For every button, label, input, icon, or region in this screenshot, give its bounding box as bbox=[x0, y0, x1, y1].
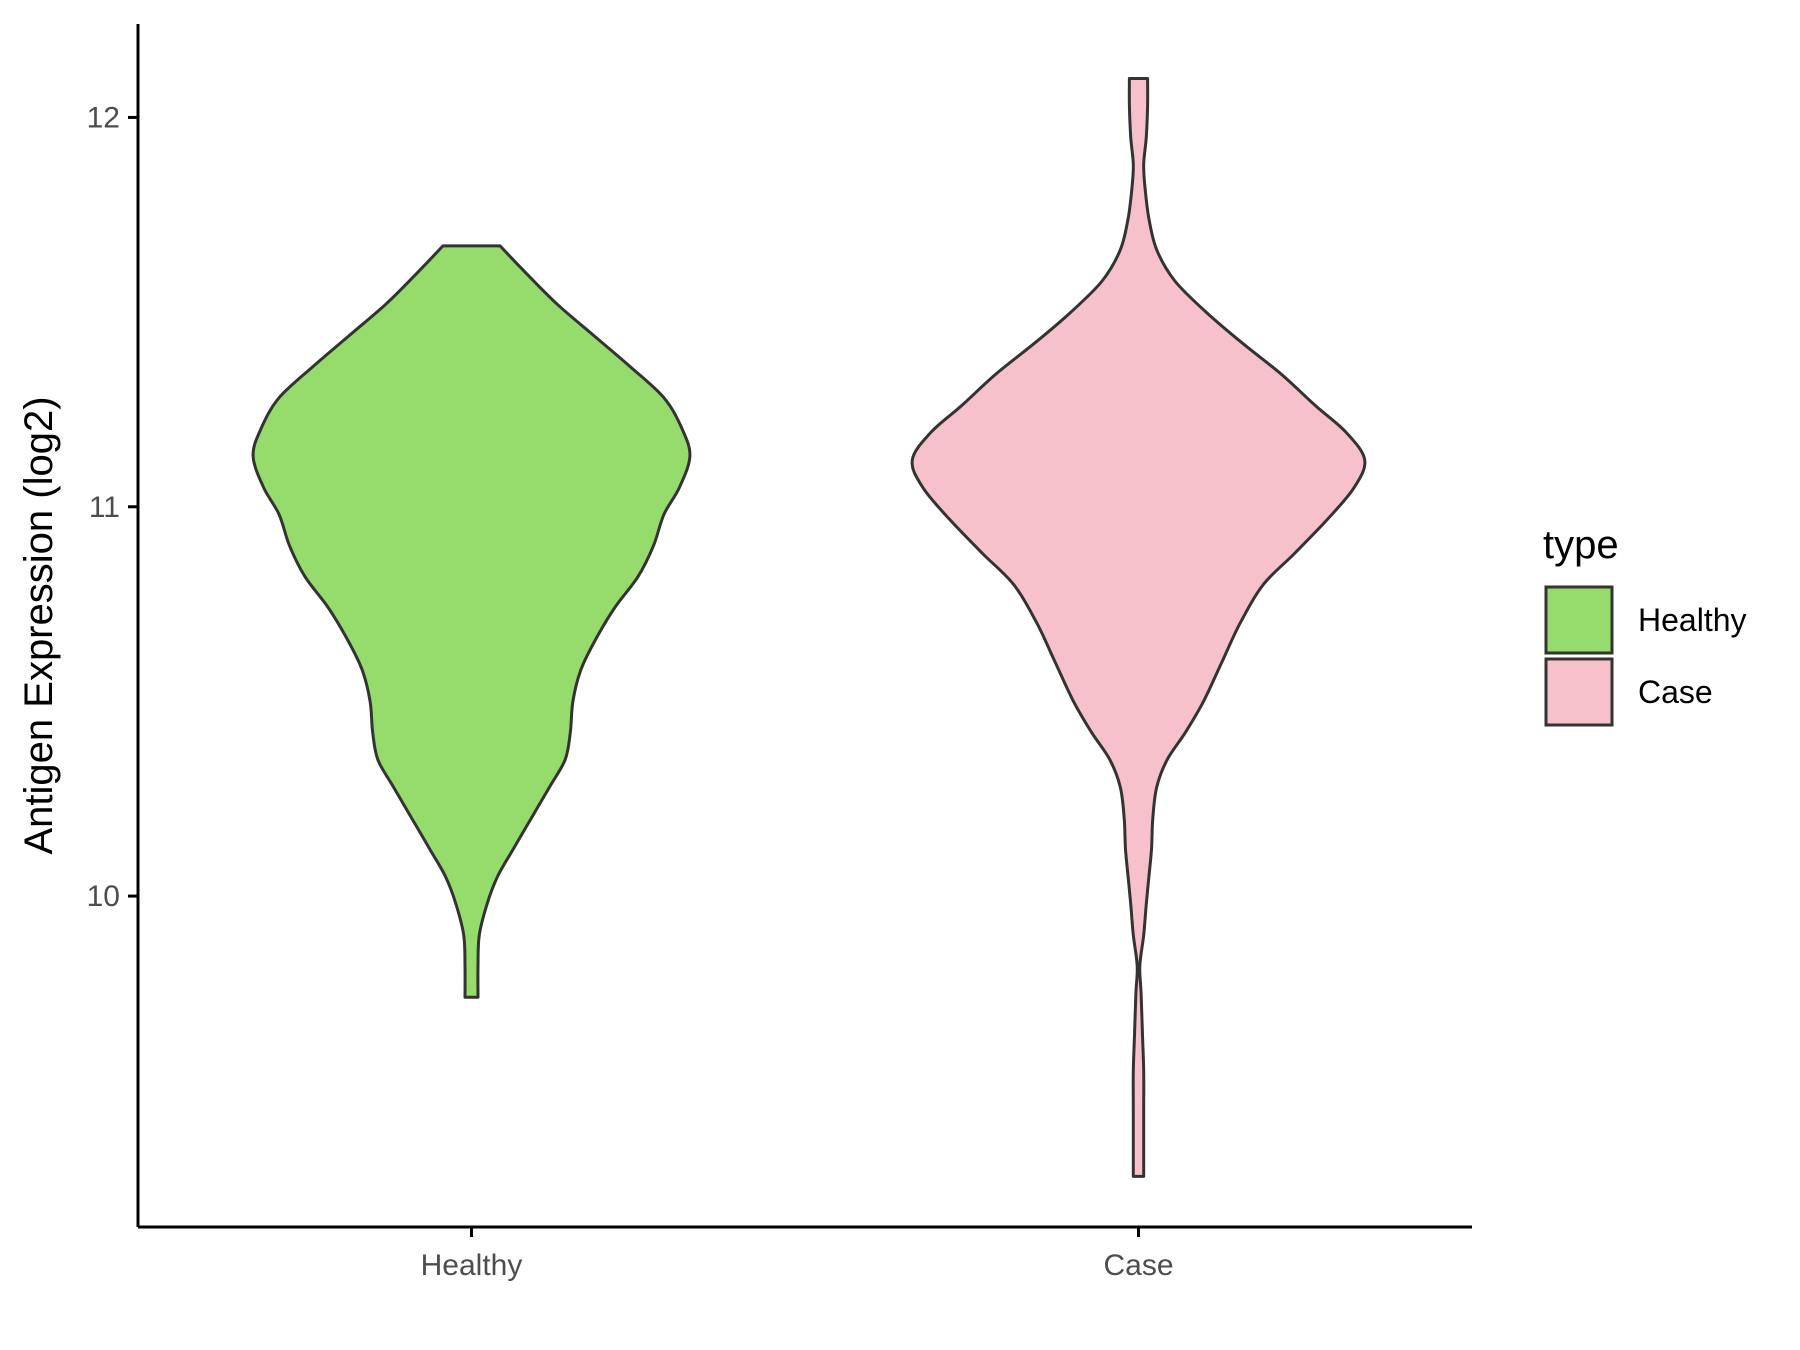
y-axis-ticks: 10 11 12 bbox=[87, 101, 138, 913]
y-tick-label: 12 bbox=[87, 101, 120, 134]
legend: type Healthy Case bbox=[1543, 523, 1747, 727]
legend-items: Healthy Case bbox=[1544, 585, 1747, 727]
legend-label-healthy: Healthy bbox=[1638, 602, 1747, 638]
legend-title: type bbox=[1543, 523, 1619, 567]
plot-area bbox=[251, 77, 1367, 1178]
y-tick-label: 10 bbox=[87, 880, 120, 913]
x-axis-ticks: Healthy Case bbox=[421, 1227, 1174, 1282]
x-tick-label: Case bbox=[1103, 1249, 1173, 1282]
legend-swatch-healthy bbox=[1544, 585, 1614, 655]
violin-healthy bbox=[251, 244, 692, 999]
x-tick-label: Healthy bbox=[421, 1249, 523, 1282]
legend-label-case: Case bbox=[1638, 674, 1713, 710]
legend-swatch-case bbox=[1544, 657, 1614, 727]
violin-case bbox=[910, 77, 1367, 1178]
y-tick-label: 11 bbox=[89, 491, 120, 524]
y-axis-label: Antigen Expression (log2) bbox=[17, 396, 61, 854]
